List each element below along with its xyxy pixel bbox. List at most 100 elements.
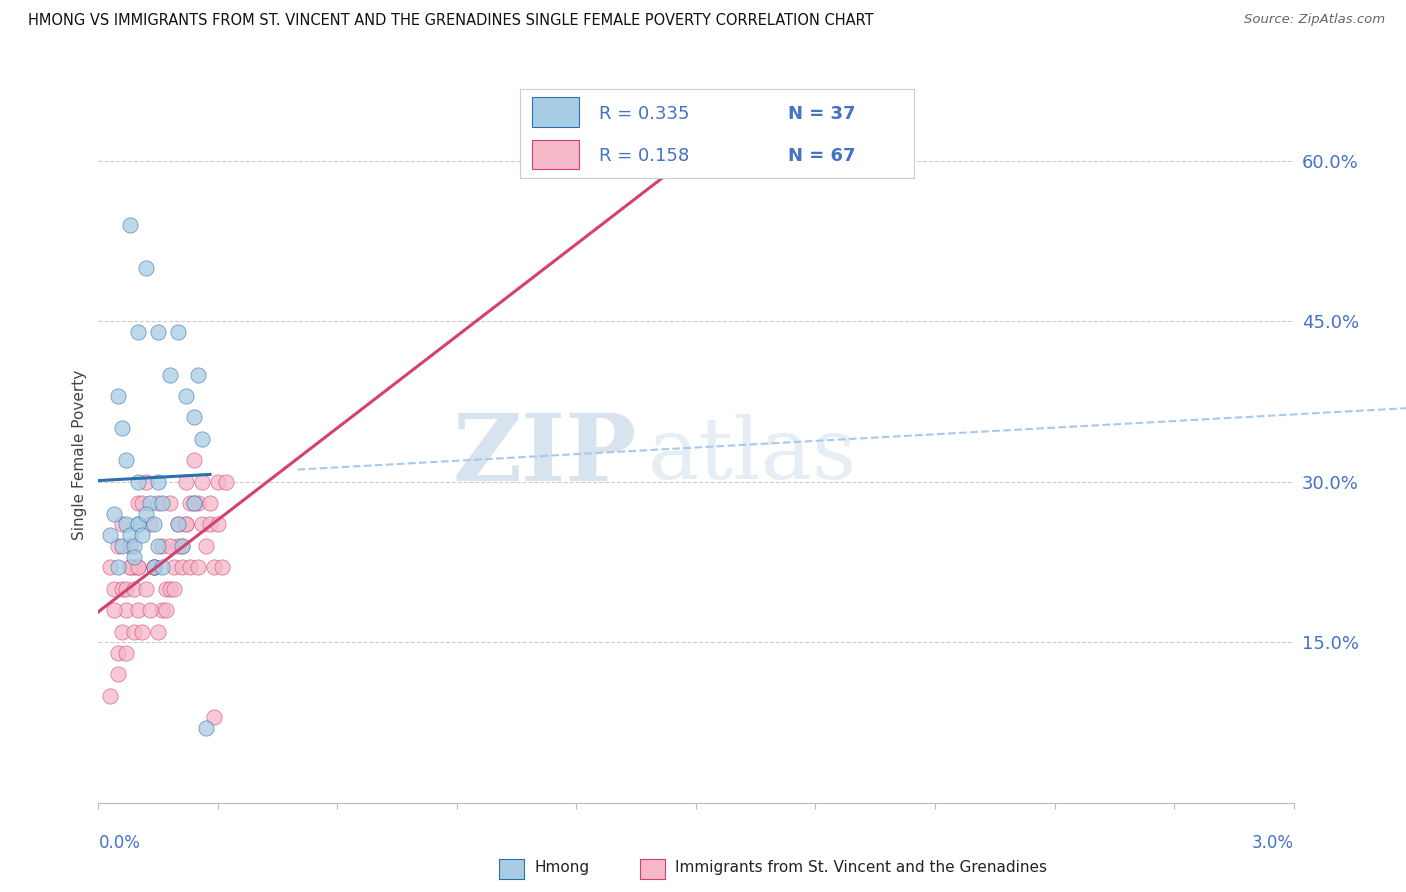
Point bbox=[107, 646, 129, 660]
Point bbox=[103, 603, 125, 617]
Bar bbox=[531, 140, 579, 169]
Point bbox=[124, 539, 146, 553]
Point bbox=[202, 710, 225, 724]
Point bbox=[150, 603, 173, 617]
Point bbox=[207, 517, 229, 532]
Point bbox=[127, 517, 149, 532]
Point bbox=[167, 539, 190, 553]
Point bbox=[98, 560, 122, 574]
Point bbox=[111, 517, 134, 532]
Point bbox=[127, 560, 149, 574]
Point bbox=[191, 475, 214, 489]
Point bbox=[155, 603, 177, 617]
Point bbox=[124, 560, 146, 574]
Point bbox=[191, 432, 214, 446]
Point bbox=[174, 517, 197, 532]
Point bbox=[139, 603, 162, 617]
Point bbox=[148, 539, 170, 553]
Text: Source: ZipAtlas.com: Source: ZipAtlas.com bbox=[1244, 13, 1385, 27]
Point bbox=[183, 496, 205, 510]
Point bbox=[159, 582, 181, 596]
Point bbox=[172, 539, 194, 553]
Point bbox=[159, 368, 181, 382]
Point bbox=[115, 517, 138, 532]
Text: Hmong: Hmong bbox=[534, 860, 589, 874]
Point bbox=[103, 507, 125, 521]
Point bbox=[143, 560, 166, 574]
Point bbox=[111, 421, 134, 435]
Point bbox=[120, 539, 142, 553]
Point bbox=[148, 496, 170, 510]
Point bbox=[148, 475, 170, 489]
Point bbox=[215, 475, 238, 489]
Point bbox=[127, 325, 149, 339]
Point bbox=[150, 496, 173, 510]
Point bbox=[159, 539, 181, 553]
Point bbox=[143, 560, 166, 574]
Point bbox=[179, 496, 201, 510]
Point bbox=[187, 496, 209, 510]
Point bbox=[111, 624, 134, 639]
Point bbox=[202, 560, 225, 574]
Point bbox=[135, 507, 157, 521]
Point bbox=[103, 582, 125, 596]
Point bbox=[207, 475, 229, 489]
Point bbox=[120, 528, 142, 542]
Point bbox=[107, 539, 129, 553]
Y-axis label: Single Female Poverty: Single Female Poverty bbox=[72, 370, 87, 540]
Point bbox=[172, 539, 194, 553]
Point bbox=[111, 539, 134, 553]
Point bbox=[172, 560, 194, 574]
Point bbox=[131, 624, 153, 639]
Point bbox=[187, 560, 209, 574]
Point bbox=[131, 496, 153, 510]
Bar bbox=[531, 97, 579, 127]
Point bbox=[111, 582, 134, 596]
Point bbox=[107, 389, 129, 403]
Point bbox=[127, 603, 149, 617]
Text: 3.0%: 3.0% bbox=[1251, 834, 1294, 852]
Text: atlas: atlas bbox=[648, 413, 858, 497]
Point bbox=[131, 528, 153, 542]
Point bbox=[143, 560, 166, 574]
Point bbox=[159, 496, 181, 510]
Point bbox=[148, 325, 170, 339]
Point bbox=[98, 528, 122, 542]
Point bbox=[195, 539, 218, 553]
Text: HMONG VS IMMIGRANTS FROM ST. VINCENT AND THE GRENADINES SINGLE FEMALE POVERTY CO: HMONG VS IMMIGRANTS FROM ST. VINCENT AND… bbox=[28, 13, 873, 29]
Point bbox=[195, 721, 218, 735]
Point bbox=[127, 517, 149, 532]
Point bbox=[198, 496, 221, 510]
Point bbox=[115, 646, 138, 660]
Point bbox=[143, 560, 166, 574]
Point bbox=[107, 667, 129, 681]
Point bbox=[107, 560, 129, 574]
Point bbox=[124, 582, 146, 596]
Point bbox=[120, 560, 142, 574]
Point bbox=[115, 582, 138, 596]
Text: Immigrants from St. Vincent and the Grenadines: Immigrants from St. Vincent and the Gren… bbox=[675, 860, 1047, 874]
Point bbox=[150, 539, 173, 553]
Point bbox=[183, 496, 205, 510]
Point bbox=[163, 582, 186, 596]
Point bbox=[174, 389, 197, 403]
Text: R = 0.158: R = 0.158 bbox=[599, 147, 689, 165]
Text: N = 67: N = 67 bbox=[787, 147, 855, 165]
Point bbox=[120, 560, 142, 574]
Point bbox=[183, 410, 205, 425]
Point bbox=[120, 218, 142, 232]
Text: R = 0.335: R = 0.335 bbox=[599, 105, 689, 123]
Point bbox=[167, 325, 190, 339]
Point bbox=[115, 603, 138, 617]
Point bbox=[174, 475, 197, 489]
Point bbox=[167, 517, 190, 532]
Point bbox=[115, 453, 138, 467]
Point bbox=[135, 475, 157, 489]
Point bbox=[167, 517, 190, 532]
Point bbox=[124, 624, 146, 639]
Point bbox=[127, 475, 149, 489]
Point bbox=[139, 496, 162, 510]
Point bbox=[127, 560, 149, 574]
Text: N = 37: N = 37 bbox=[787, 105, 855, 123]
Point bbox=[179, 560, 201, 574]
